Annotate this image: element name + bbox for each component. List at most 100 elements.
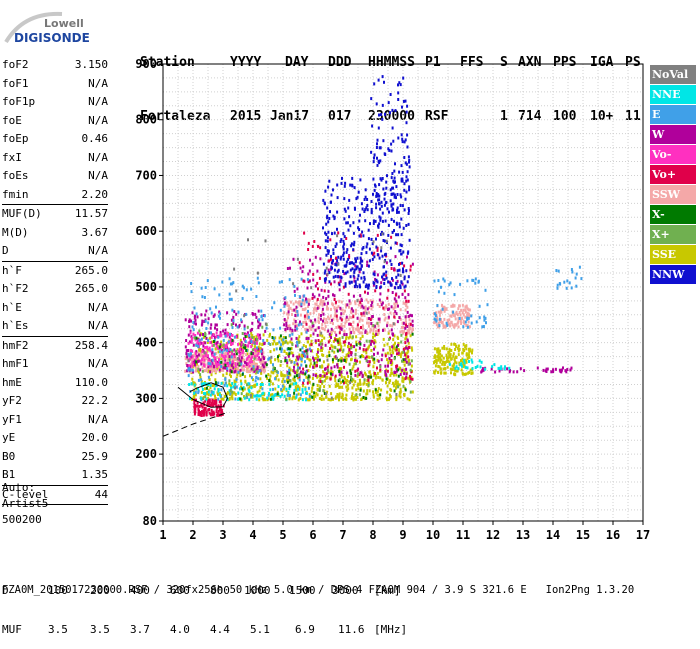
scatter-point bbox=[234, 393, 237, 396]
scatter-point bbox=[199, 375, 202, 379]
param-name: yF2 bbox=[2, 394, 22, 407]
scatter-point bbox=[446, 318, 449, 322]
scatter-point bbox=[383, 313, 386, 316]
scatter-point bbox=[359, 342, 362, 346]
scatter-point bbox=[367, 383, 370, 387]
scatter-point bbox=[286, 341, 289, 345]
scatter-point bbox=[244, 360, 246, 364]
scatter-point bbox=[399, 249, 402, 252]
scatter-point bbox=[238, 342, 241, 346]
scatter-point bbox=[360, 371, 363, 375]
scatter-point bbox=[387, 288, 390, 292]
scatter-point bbox=[376, 280, 379, 284]
scatter-point bbox=[406, 325, 409, 328]
scatter-point bbox=[197, 367, 200, 371]
scatter-point bbox=[200, 378, 203, 382]
scatter-point bbox=[282, 338, 285, 342]
scatter-point bbox=[308, 393, 311, 397]
scatter-point bbox=[344, 377, 347, 381]
scatter-point bbox=[358, 319, 361, 323]
scatter-point bbox=[439, 352, 442, 356]
scatter-point bbox=[372, 390, 374, 394]
scatter-point bbox=[438, 313, 441, 317]
scatter-point bbox=[184, 357, 187, 361]
scatter-point bbox=[402, 267, 404, 271]
scatter-point bbox=[295, 344, 298, 348]
scatter-point bbox=[497, 366, 500, 370]
scatter-point bbox=[319, 378, 322, 381]
param-name: foEp bbox=[2, 132, 29, 145]
scatter-point bbox=[386, 207, 389, 211]
scatter-point bbox=[241, 368, 244, 372]
scatter-point bbox=[361, 331, 364, 335]
scatter-point bbox=[307, 241, 310, 245]
scatter-point bbox=[376, 371, 379, 375]
scatter-point bbox=[433, 320, 436, 324]
scatter-point bbox=[294, 293, 296, 297]
scatter-point bbox=[202, 341, 204, 345]
scatter-point bbox=[503, 367, 506, 371]
scatter-point bbox=[401, 282, 404, 286]
scatter-point bbox=[566, 279, 569, 283]
scatter-point bbox=[298, 322, 301, 326]
scatter-point bbox=[317, 319, 320, 323]
scatter-point bbox=[450, 342, 453, 346]
scatter-point bbox=[277, 385, 280, 389]
scatter-point bbox=[403, 140, 406, 144]
scatter-point bbox=[376, 142, 378, 146]
scatter-point bbox=[190, 338, 193, 342]
scatter-point bbox=[346, 383, 349, 387]
scatter-point bbox=[389, 259, 392, 263]
scatter-point bbox=[304, 354, 307, 358]
scatter-point bbox=[239, 345, 242, 349]
scatter-point bbox=[235, 370, 238, 374]
scatter-point bbox=[398, 81, 401, 85]
scatter-point bbox=[296, 324, 299, 328]
scatter-point bbox=[383, 197, 386, 201]
scatter-point bbox=[475, 320, 478, 324]
scatter-point bbox=[281, 340, 284, 344]
scatter-point bbox=[211, 353, 214, 357]
scatter-point bbox=[256, 348, 259, 352]
scatter-point bbox=[294, 328, 297, 332]
param-row: h`E N/A bbox=[2, 299, 108, 318]
scatter-point bbox=[469, 349, 471, 353]
scatter-point bbox=[203, 320, 206, 323]
scatter-point bbox=[402, 226, 405, 230]
scatter-point bbox=[367, 355, 370, 359]
scatter-point bbox=[216, 391, 219, 395]
scatter-point bbox=[222, 373, 225, 377]
scatter-point bbox=[465, 324, 468, 327]
scatter-point bbox=[371, 324, 374, 328]
scatter-point bbox=[279, 334, 282, 338]
scatter-point bbox=[329, 377, 332, 381]
scatter-point bbox=[205, 336, 208, 340]
scatter-point bbox=[439, 320, 442, 324]
scatter-point bbox=[210, 412, 213, 416]
scatter-point bbox=[260, 309, 263, 313]
scatter-point bbox=[365, 382, 368, 386]
scatter-point bbox=[237, 325, 240, 329]
scatter-point bbox=[275, 369, 278, 373]
scatter-point bbox=[262, 365, 265, 369]
scatter-point bbox=[406, 145, 409, 149]
scatter-point bbox=[405, 299, 408, 303]
scatter-point bbox=[296, 362, 299, 366]
scatter-point bbox=[379, 376, 382, 380]
scatter-point bbox=[343, 242, 346, 246]
scatter-point bbox=[254, 349, 257, 353]
cluster-e bbox=[555, 265, 583, 290]
scatter-point bbox=[397, 233, 400, 237]
scatter-point bbox=[338, 288, 341, 292]
scatter-point bbox=[468, 325, 471, 329]
scatter-point bbox=[409, 390, 412, 394]
scatter-point bbox=[196, 401, 199, 405]
param-value: N/A bbox=[88, 95, 108, 108]
scatter-point bbox=[322, 389, 325, 393]
scatter-point bbox=[213, 313, 216, 317]
scatter-point bbox=[266, 396, 269, 400]
scatter-point bbox=[222, 343, 225, 347]
auto-label: Auto: bbox=[2, 481, 36, 494]
scatter-point bbox=[215, 361, 218, 365]
scatter-point bbox=[381, 103, 384, 107]
